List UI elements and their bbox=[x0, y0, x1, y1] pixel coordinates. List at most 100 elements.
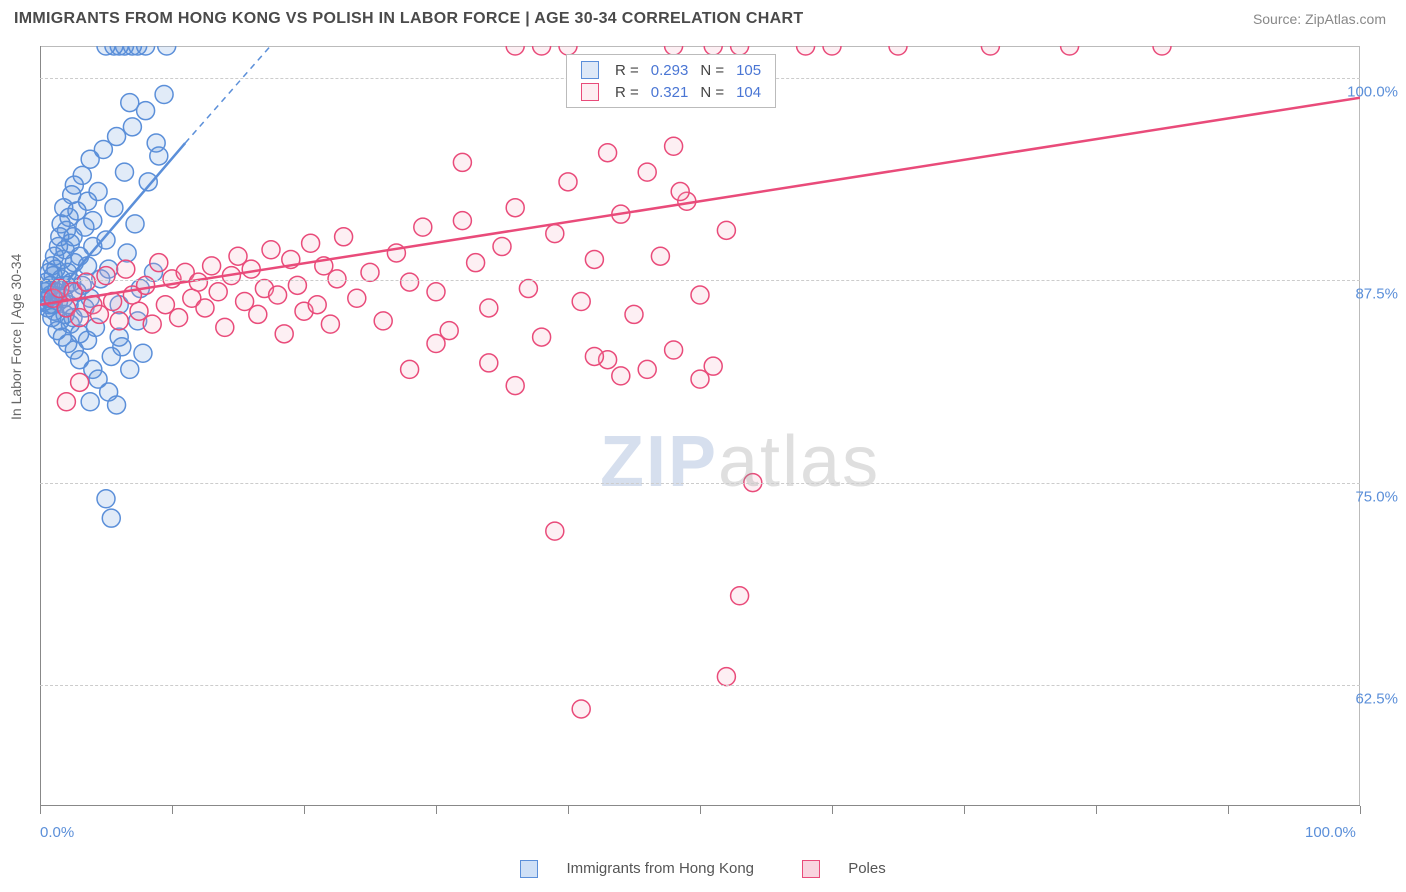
data-point-poles bbox=[401, 273, 419, 291]
x-tick bbox=[304, 806, 305, 814]
x-tick bbox=[568, 806, 569, 814]
data-point-poles bbox=[328, 270, 346, 288]
legend-label: Poles bbox=[848, 860, 886, 877]
data-point-hk bbox=[155, 86, 173, 104]
data-point-hk bbox=[147, 134, 165, 152]
data-point-hk bbox=[121, 94, 139, 112]
data-point-poles bbox=[453, 212, 471, 230]
data-point-hk bbox=[115, 163, 133, 181]
x-tick bbox=[1360, 806, 1361, 814]
legend-N-value: 104 bbox=[730, 81, 767, 103]
data-point-poles bbox=[414, 218, 432, 236]
data-point-poles bbox=[797, 46, 815, 55]
data-point-poles bbox=[665, 341, 683, 359]
data-point-poles bbox=[262, 241, 280, 259]
legend-R-value: 0.293 bbox=[645, 59, 695, 81]
data-point-poles bbox=[308, 296, 326, 314]
x-tick bbox=[172, 806, 173, 814]
data-point-poles bbox=[203, 257, 221, 275]
data-point-poles bbox=[137, 276, 155, 294]
data-point-poles bbox=[348, 289, 366, 307]
data-point-hk bbox=[134, 344, 152, 362]
gridline-h bbox=[40, 280, 1360, 281]
data-point-poles bbox=[519, 280, 537, 298]
data-point-poles bbox=[77, 273, 95, 291]
legend-stats-table: R =0.293N =105R =0.321N =104 bbox=[575, 59, 767, 103]
data-point-hk bbox=[126, 215, 144, 233]
trendline-dash-hk bbox=[185, 46, 277, 143]
data-point-poles bbox=[651, 247, 669, 265]
trendline-poles bbox=[40, 98, 1360, 305]
title-bar: IMMIGRANTS FROM HONG KONG VS POLISH IN L… bbox=[0, 0, 1406, 36]
legend-R-label: R = bbox=[609, 81, 645, 103]
data-point-poles bbox=[599, 144, 617, 162]
data-point-poles bbox=[731, 587, 749, 605]
data-point-hk bbox=[73, 166, 91, 184]
data-point-poles bbox=[249, 305, 267, 323]
legend-R-value: 0.321 bbox=[645, 81, 695, 103]
data-point-poles bbox=[480, 299, 498, 317]
data-point-poles bbox=[480, 354, 498, 372]
data-point-poles bbox=[506, 46, 524, 55]
x-tick bbox=[832, 806, 833, 814]
legend-N-label: N = bbox=[694, 81, 730, 103]
data-point-poles bbox=[269, 286, 287, 304]
data-point-poles bbox=[150, 254, 168, 272]
legend-item: Immigrants from Hong Kong bbox=[508, 860, 766, 877]
x-axis-min-label: 0.0% bbox=[40, 824, 74, 841]
data-point-poles bbox=[585, 347, 603, 365]
data-point-hk bbox=[123, 118, 141, 136]
legend-N-label: N = bbox=[694, 59, 730, 81]
x-tick bbox=[964, 806, 965, 814]
gridline-h bbox=[40, 483, 1360, 484]
data-point-poles bbox=[143, 315, 161, 333]
y-axis-label: In Labor Force | Age 30-34 bbox=[8, 254, 24, 420]
source-link[interactable]: ZipAtlas.com bbox=[1305, 11, 1386, 27]
data-point-poles bbox=[717, 221, 735, 239]
data-point-poles bbox=[533, 46, 551, 55]
data-point-poles bbox=[506, 199, 524, 217]
data-point-poles bbox=[572, 292, 590, 310]
data-point-poles bbox=[288, 276, 306, 294]
data-point-poles bbox=[671, 183, 689, 201]
legend-stats-box: R =0.293N =105R =0.321N =104 bbox=[566, 54, 776, 108]
data-point-poles bbox=[117, 260, 135, 278]
data-point-hk bbox=[121, 360, 139, 378]
legend-row-poles: R =0.321N =104 bbox=[575, 81, 767, 103]
data-point-poles bbox=[275, 325, 293, 343]
plot-area: ZIPatlas bbox=[40, 46, 1360, 806]
data-point-poles bbox=[71, 373, 89, 391]
data-point-poles bbox=[361, 263, 379, 281]
x-tick bbox=[700, 806, 701, 814]
data-point-hk bbox=[108, 128, 126, 146]
data-point-poles bbox=[823, 46, 841, 55]
data-point-poles bbox=[533, 328, 551, 346]
legend-label: Immigrants from Hong Kong bbox=[566, 860, 754, 877]
data-point-poles bbox=[981, 46, 999, 55]
source-attribution: Source: ZipAtlas.com bbox=[1253, 11, 1386, 27]
data-point-poles bbox=[691, 286, 709, 304]
data-point-poles bbox=[506, 377, 524, 395]
data-point-poles bbox=[401, 360, 419, 378]
data-point-hk bbox=[65, 341, 83, 359]
data-point-hk bbox=[89, 183, 107, 201]
data-point-poles bbox=[572, 700, 590, 718]
data-point-poles bbox=[559, 173, 577, 191]
chart-title: IMMIGRANTS FROM HONG KONG VS POLISH IN L… bbox=[14, 10, 803, 28]
data-point-poles bbox=[242, 260, 260, 278]
data-point-poles bbox=[97, 267, 115, 285]
data-point-poles bbox=[638, 360, 656, 378]
data-point-poles bbox=[196, 299, 214, 317]
y-tick-label: 87.5% bbox=[1355, 286, 1398, 303]
legend-bottom: Immigrants from Hong Kong Poles bbox=[0, 860, 1406, 878]
y-tick-label: 75.0% bbox=[1355, 488, 1398, 505]
data-point-poles bbox=[335, 228, 353, 246]
y-tick-label: 62.5% bbox=[1355, 690, 1398, 707]
data-point-poles bbox=[321, 315, 339, 333]
x-tick bbox=[40, 806, 41, 814]
legend-item: Poles bbox=[790, 860, 898, 877]
data-point-poles bbox=[1153, 46, 1171, 55]
data-point-poles bbox=[625, 305, 643, 323]
legend-swatch bbox=[802, 860, 820, 878]
data-point-poles bbox=[170, 309, 188, 327]
